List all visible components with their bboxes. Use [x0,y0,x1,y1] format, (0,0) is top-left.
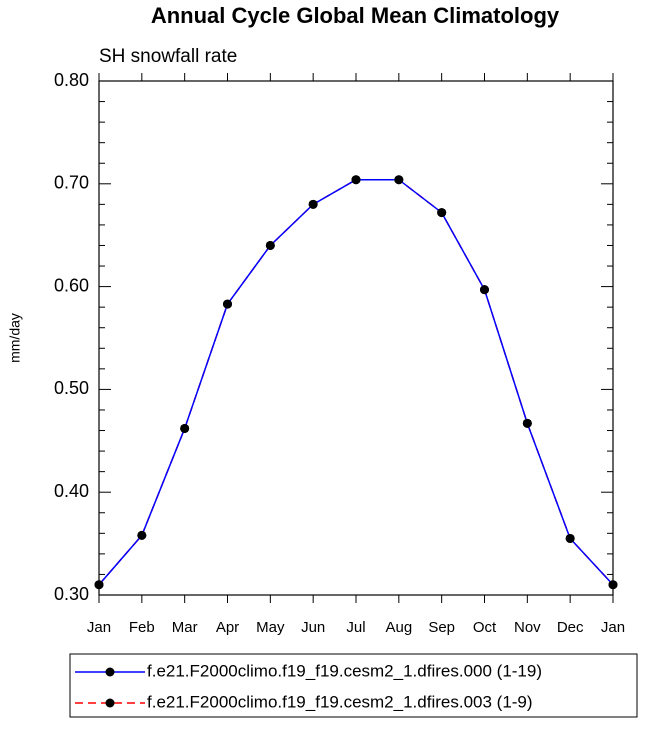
series-marker [565,533,575,543]
x-tick-label: Jun [301,619,325,636]
y-tick-label: 0.70 [54,173,89,193]
x-tick-label: Mar [172,619,198,636]
chart-subtitle: SH snowfall rate [99,46,237,67]
chart-title: Annual Cycle Global Mean Climatology [151,3,560,28]
series-marker [480,285,489,295]
y-axis-label: mm/day [7,313,23,363]
series-marker [137,530,147,540]
plot-frame [98,80,614,596]
series-marker [223,299,232,309]
x-tick-label: Nov [514,619,541,636]
x-tick-label: Aug [385,619,412,636]
legend-marker [105,667,115,677]
series-marker [522,418,532,428]
x-tick-label: Feb [129,619,155,636]
x-tick-label: Oct [473,619,497,636]
y-tick-label: 0.30 [54,584,89,604]
series-marker [94,580,104,590]
y-tick-label: 0.60 [54,275,89,295]
series-marker [308,199,318,209]
y-tick-label: 0.50 [54,378,89,398]
series-line [98,178,614,586]
x-tick-label: Dec [557,619,584,636]
series-marker [437,208,447,218]
x-tick-label: Jan [87,619,111,636]
x-tick-label: May [256,619,285,636]
series-marker [394,175,404,185]
series-marker [265,240,275,250]
series-line [98,178,614,586]
series-marker [351,175,361,185]
x-tick-label: Jul [346,619,365,636]
x-tick-label: Sep [428,619,455,636]
legend-label: f.e21.F2000climo.f19_f19.cesm2_1.dfires.… [147,692,533,711]
y-tick-label: 0.40 [54,481,89,501]
y-tick-label: 0.80 [54,70,89,90]
legend-label: f.e21.F2000climo.f19_f19.cesm2_1.dfires.… [147,661,542,680]
legend-marker [105,698,115,708]
legend-box [69,653,638,718]
series-marker [608,580,618,590]
x-tick-label: Apr [216,619,239,636]
series-marker [180,423,190,433]
x-tick-label: Jan [601,619,625,636]
